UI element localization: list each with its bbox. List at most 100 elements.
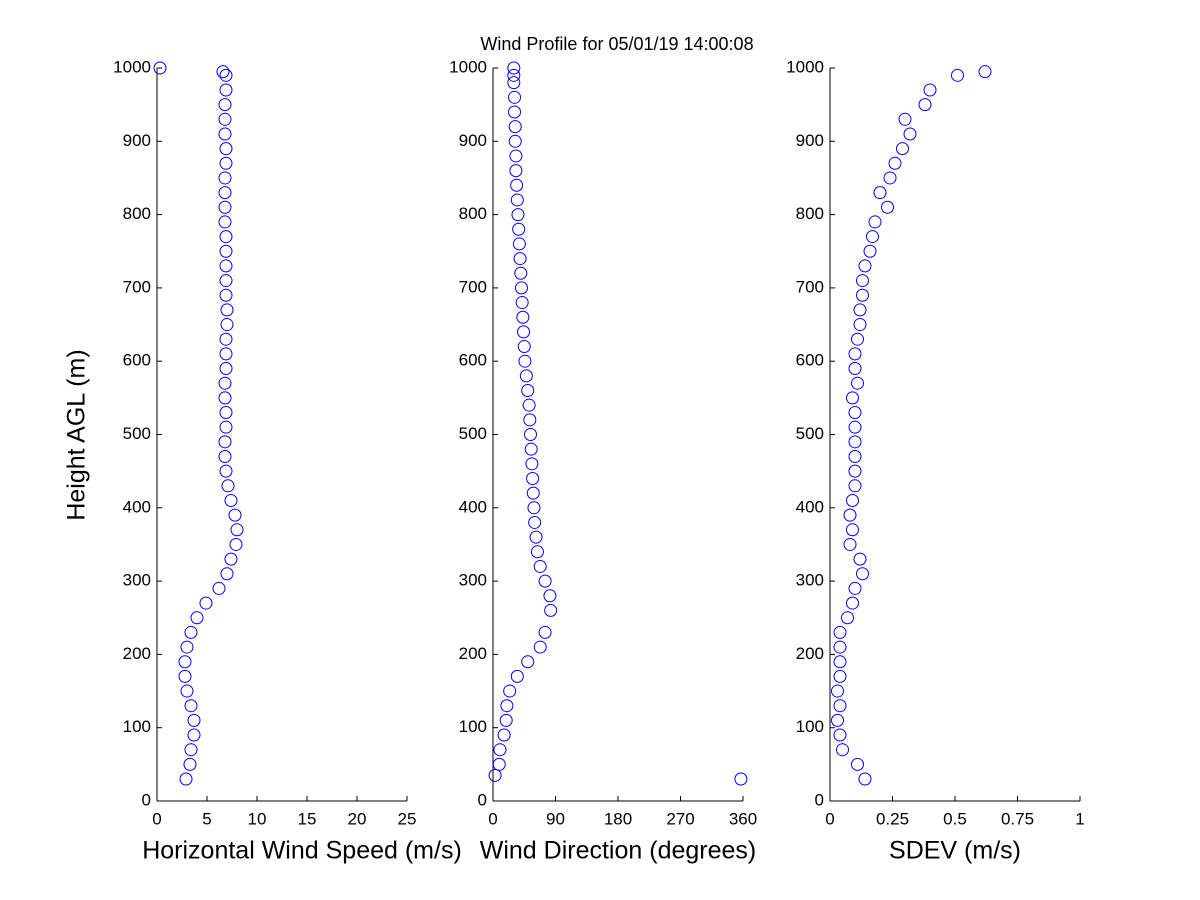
point	[219, 464, 233, 478]
point	[524, 428, 537, 441]
y-tick-label: 100	[796, 717, 824, 736]
y-axis-label: Height AGL (m)	[63, 349, 91, 520]
point	[224, 493, 238, 507]
point	[898, 112, 912, 126]
y-tick-label: 200	[123, 644, 151, 663]
point	[218, 376, 232, 390]
point	[846, 391, 859, 405]
point	[218, 186, 232, 200]
y-tick-label: 600	[796, 351, 824, 370]
point	[218, 171, 232, 185]
point	[863, 244, 877, 258]
point	[858, 259, 872, 273]
point	[881, 200, 894, 214]
point	[513, 252, 527, 266]
point	[851, 332, 864, 346]
point	[190, 611, 204, 625]
point	[831, 713, 844, 727]
y-tick-label: 400	[123, 497, 151, 516]
point	[521, 655, 535, 669]
point	[853, 318, 867, 332]
point	[543, 589, 557, 603]
point	[510, 669, 524, 683]
x-tick-label: 0	[488, 809, 497, 828]
point	[833, 655, 847, 669]
point	[179, 772, 193, 786]
x-tick-label: 10	[248, 809, 267, 828]
point	[866, 230, 879, 244]
point	[184, 625, 198, 639]
point	[538, 625, 552, 639]
y-tick-label: 500	[796, 424, 824, 443]
point	[833, 625, 847, 639]
x-axis-label: Wind Direction (degrees)	[480, 837, 757, 865]
point	[514, 266, 528, 280]
point	[843, 537, 857, 551]
point	[219, 68, 233, 82]
point	[178, 655, 192, 669]
point	[199, 596, 213, 610]
point	[221, 479, 235, 493]
point	[218, 435, 232, 449]
point	[853, 303, 867, 317]
point	[493, 743, 507, 757]
point	[868, 215, 882, 229]
x-tick-label: 0.5	[943, 809, 967, 828]
x-tick-label: 0	[825, 809, 834, 828]
point	[853, 552, 867, 566]
point	[500, 699, 514, 713]
point	[903, 127, 917, 141]
point	[538, 574, 552, 588]
point	[180, 684, 194, 698]
point	[507, 68, 521, 82]
point	[978, 65, 992, 79]
point	[526, 471, 540, 485]
y-tick-label: 900	[459, 131, 487, 150]
point	[219, 347, 233, 361]
point	[218, 391, 232, 405]
y-tick-label: 1000	[786, 57, 824, 76]
point	[734, 772, 748, 786]
y-tick-label: 600	[123, 351, 151, 370]
x-tick-label: 360	[729, 809, 757, 828]
point	[230, 523, 244, 537]
point	[220, 567, 234, 581]
point	[528, 515, 542, 529]
point	[219, 156, 233, 170]
point	[218, 127, 232, 141]
point	[848, 479, 862, 493]
point	[514, 281, 528, 295]
point	[517, 340, 531, 354]
x-tick-label: 0.75	[1001, 809, 1034, 828]
point	[492, 757, 506, 771]
point	[523, 413, 537, 427]
y-tick-label: 1000	[449, 57, 487, 76]
y-tick-label: 500	[123, 424, 151, 443]
x-tick-label: 5	[202, 809, 211, 828]
point	[218, 215, 232, 229]
point	[187, 713, 201, 727]
point	[533, 559, 547, 573]
point	[856, 567, 869, 581]
point	[833, 640, 847, 654]
point	[518, 354, 532, 368]
x-tick-label: 15	[298, 809, 317, 828]
x-tick-label: 25	[398, 809, 417, 828]
y-tick-label: 100	[459, 717, 487, 736]
point	[896, 142, 909, 156]
point	[218, 98, 232, 112]
x-axis-label: SDEV (m/s)	[889, 837, 1021, 865]
point	[533, 640, 547, 654]
point	[508, 105, 522, 119]
y-tick-label: 0	[142, 790, 151, 809]
point	[833, 699, 847, 713]
point	[219, 142, 233, 156]
y-tick-label: 700	[796, 277, 824, 296]
point	[851, 376, 864, 390]
point	[218, 112, 232, 126]
y-tick-label: 800	[123, 204, 151, 223]
point	[858, 772, 872, 786]
point	[923, 83, 937, 97]
point	[848, 449, 862, 463]
